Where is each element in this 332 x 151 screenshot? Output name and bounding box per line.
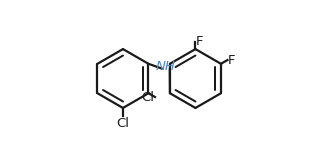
Text: Cl: Cl <box>117 117 129 130</box>
Text: F: F <box>196 35 204 48</box>
Text: NH: NH <box>156 60 176 73</box>
Text: Cl: Cl <box>141 90 155 104</box>
Text: F: F <box>228 53 235 67</box>
